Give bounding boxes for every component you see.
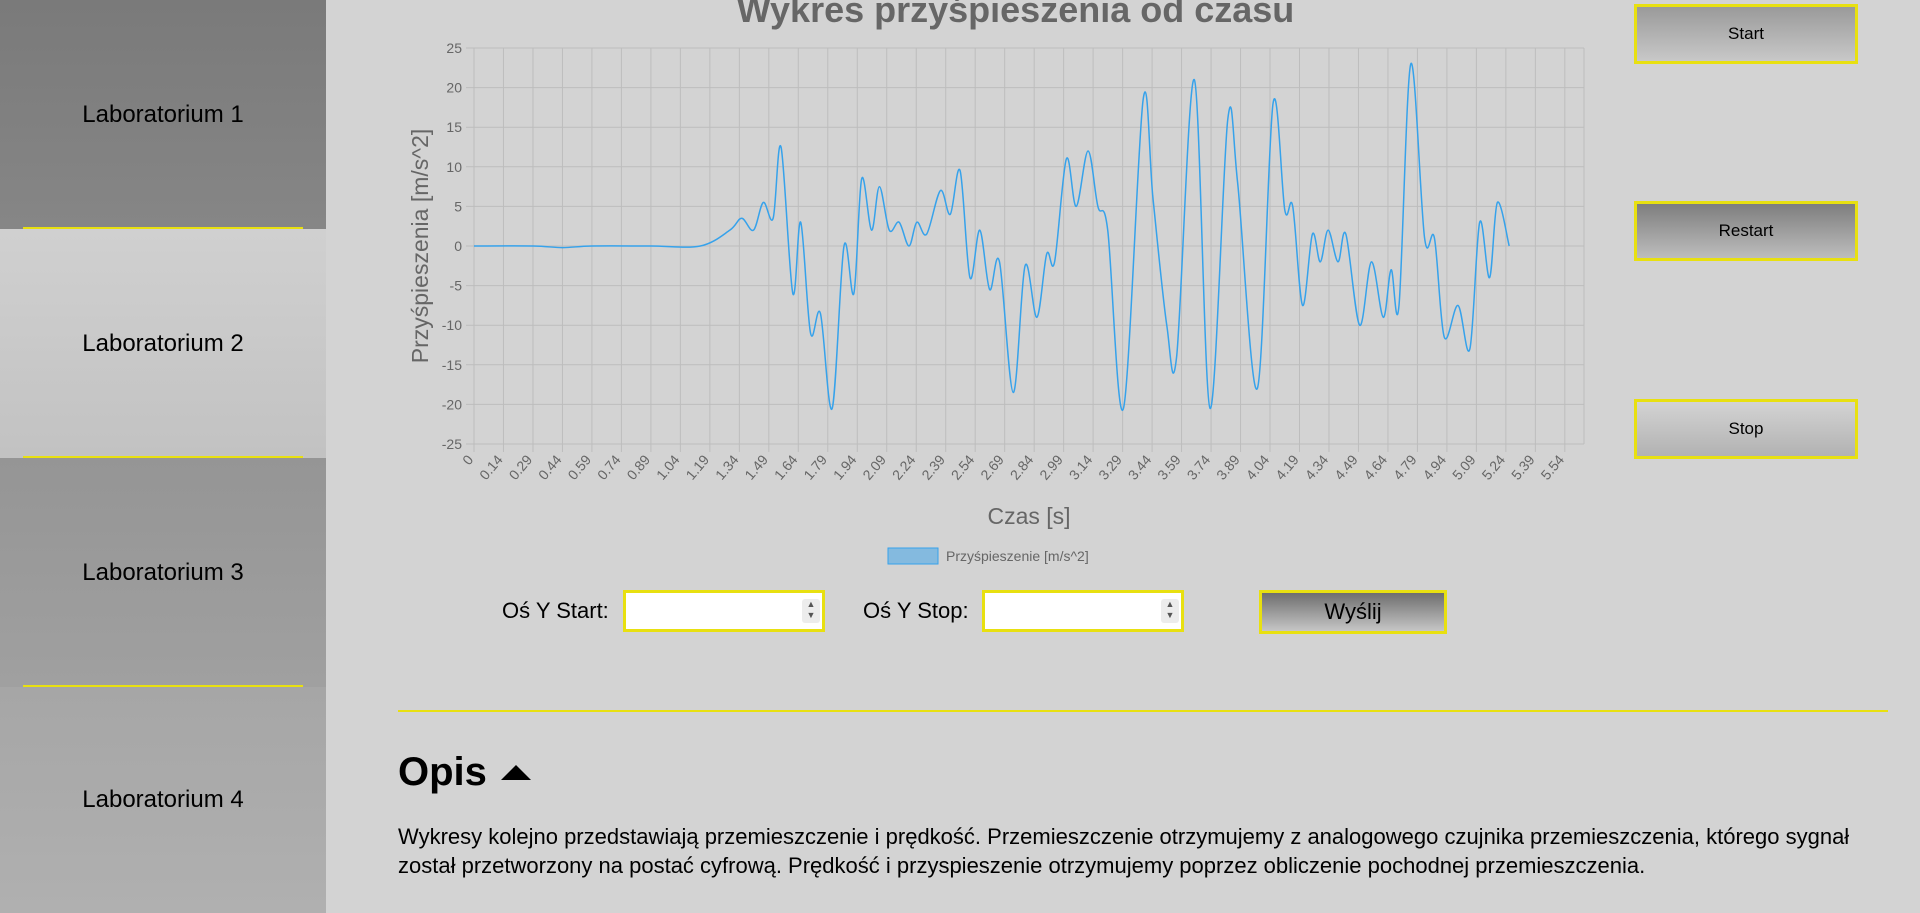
y-start-stepper-icon[interactable]: ▲ ▼ [802,599,820,623]
sidebar-item-laboratorium-3[interactable]: Laboratorium 3 [0,458,326,687]
divider [398,710,1888,712]
y-stop-stepper-icon[interactable]: ▲ ▼ [1161,599,1179,623]
x-tick-label: 2.99 [1036,451,1066,482]
x-tick-label: 0.74 [594,451,624,482]
sidebar-item-label: Laboratorium 4 [82,786,244,813]
x-axis-title: Czas [s] [987,503,1070,529]
x-tick-label: 4.34 [1302,451,1332,482]
x-tick-label: 3.59 [1154,451,1184,482]
x-tick-label: 2.39 [918,451,948,482]
y-tick-label: 25 [446,40,462,56]
y-tick-label: -5 [450,278,463,294]
x-tick-label: 5.09 [1449,451,1479,482]
x-tick-label: 5.24 [1478,451,1508,482]
sidebar: Laboratorium 1 Laboratorium 2 Laboratori… [0,0,326,913]
x-tick-label: 2.09 [859,451,889,482]
x-tick-label: 0.59 [564,451,594,482]
x-tick-label: 1.04 [653,451,683,482]
y-start-label: Oś Y Start: [502,598,609,623]
y-stop-label: Oś Y Stop: [863,598,969,623]
x-tick-label: 1.49 [741,451,771,482]
y-tick-label: 5 [454,198,462,214]
x-tick-label: 1.34 [712,451,742,482]
legend-swatch [887,547,939,565]
x-tick-label: 2.84 [1007,451,1037,482]
x-tick-label: 0.89 [623,451,653,482]
x-tick-label: 4.64 [1360,451,1390,482]
x-tick-label: 0.29 [505,451,535,482]
divider [23,456,303,458]
x-tick-label: 0 [459,451,476,467]
x-tick-label: 4.49 [1331,451,1361,482]
start-button[interactable]: Start [1634,4,1858,64]
x-tick-label: 3.89 [1213,451,1243,482]
description-title: Opis [398,750,487,794]
chart-title: Wykres przyśpieszenia od czasu [736,0,1295,30]
y-tick-label: -25 [442,436,462,452]
x-tick-label: 4.94 [1419,451,1449,482]
y-stop-input[interactable] [982,590,1184,632]
y-tick-label: 0 [454,238,462,254]
sidebar-item-label: Laboratorium 3 [82,558,244,586]
x-tick-label: 3.14 [1066,451,1096,482]
sidebar-item-label: Laboratorium 1 [82,100,244,128]
description-toggle[interactable]: Opis [398,750,531,795]
x-tick-label: 4.19 [1272,451,1302,482]
stop-button[interactable]: Stop [1634,399,1858,459]
y-tick-label: 20 [446,80,462,96]
x-tick-label: 1.94 [830,451,860,482]
sidebar-item-laboratorium-4[interactable]: Laboratorium 4 [0,687,326,913]
x-tick-label: 2.69 [977,451,1007,482]
x-tick-label: 2.54 [948,451,978,482]
x-tick-label: 1.19 [682,451,712,482]
x-tick-label: 4.79 [1390,451,1420,482]
send-button[interactable]: Wyślij [1259,590,1447,634]
divider [23,227,303,229]
description-text: Wykresy kolejno przedstawiają przemieszc… [398,824,1850,878]
x-tick-label: 1.64 [771,451,801,482]
x-tick-label: 0.14 [476,451,506,482]
legend-label: Przyśpieszenie [m/s^2] [946,548,1089,564]
series-line [473,62,1510,412]
restart-button[interactable]: Restart [1634,201,1858,261]
x-tick-label: 5.39 [1508,451,1538,482]
caret-up-icon [500,765,531,780]
x-tick-label: 1.79 [800,451,830,482]
x-tick-label: 4.04 [1243,451,1273,482]
x-tick-label: 5.54 [1537,451,1567,482]
x-tick-label: 3.29 [1095,451,1125,482]
y-tick-label: -10 [442,317,462,333]
x-tick-label: 3.74 [1184,451,1214,482]
y-tick-label: 10 [446,159,462,175]
x-tick-label: 3.44 [1125,451,1155,482]
y-tick-label: -15 [442,357,462,373]
sidebar-item-label: Laboratorium 2 [82,329,244,357]
y-axis-title: Przyśpieszenia [m/s^2] [407,129,433,363]
x-tick-label: 0.44 [535,451,565,482]
x-tick-label: 2.24 [889,451,919,482]
sidebar-item-laboratorium-1[interactable]: Laboratorium 1 [0,0,326,229]
sidebar-item-laboratorium-2[interactable]: Laboratorium 2 [0,229,326,458]
y-start-input[interactable] [623,590,825,632]
y-tick-label: 15 [446,119,462,135]
divider [23,685,303,687]
y-tick-label: -20 [442,396,462,412]
